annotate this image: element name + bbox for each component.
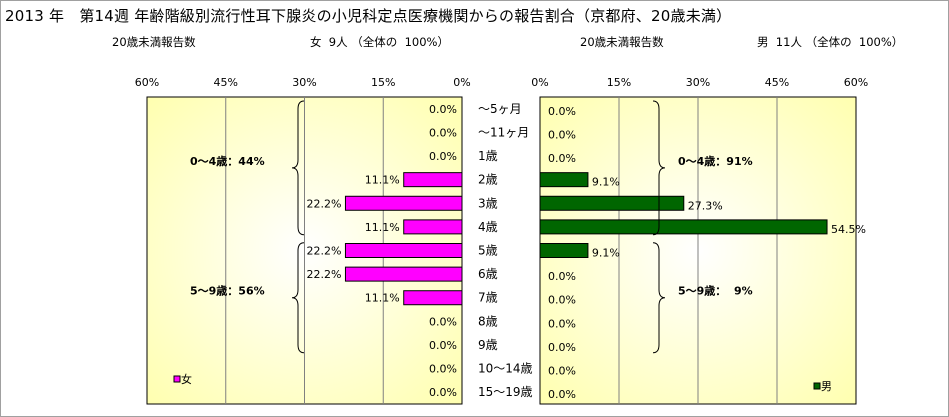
female-data-label: 0.0% [429, 339, 457, 352]
male-data-label: 9.1% [592, 176, 620, 189]
female-data-label: 0.0% [429, 103, 457, 116]
age-category-label: 8歳 [478, 314, 498, 328]
right-group-label: 5～9歳： 9% [678, 284, 753, 298]
left-group-label: 0～4歳：44% [190, 154, 265, 168]
male-data-label: 0.0% [548, 105, 576, 118]
right-axis-tick-label: 60% [844, 76, 868, 89]
female-data-label: 11.1% [365, 292, 400, 305]
age-category-label: 5歳 [478, 244, 498, 258]
male-bar [539, 243, 589, 258]
male-data-label: 0.0% [548, 128, 576, 141]
male-data-label: 0.0% [548, 317, 576, 330]
right-header-label: 20歳未満報告数 [580, 35, 664, 49]
age-category-label: 7歳 [478, 291, 498, 305]
right-axis-tick-label: 45% [765, 76, 789, 89]
right-axis-tick-label: 0% [531, 76, 548, 89]
left-axis-tick-label: 45% [214, 76, 238, 89]
female-data-label: 22.2% [306, 245, 341, 258]
left-header-summary: 女 9人 （全体の 100%） [310, 35, 449, 49]
left-group-bracket [291, 242, 305, 354]
right-axis-tick-label: 30% [686, 76, 710, 89]
female-bar [344, 243, 463, 258]
age-category-label: 2歳 [478, 173, 498, 187]
female-bar [403, 290, 463, 306]
male-data-label: 0.0% [548, 152, 576, 165]
male-data-label: 0.0% [548, 365, 576, 378]
female-data-label: 22.2% [306, 268, 341, 281]
age-category-label: 10～14歳 [478, 362, 533, 376]
age-category-label: 1歳 [478, 149, 498, 163]
age-category-label: 6歳 [478, 267, 498, 281]
female-bar [344, 266, 463, 282]
male-data-label: 0.0% [548, 270, 576, 283]
left-axis-tick-label: 15% [371, 76, 395, 89]
age-category-label: 15～19歳 [478, 385, 533, 399]
right-group-bracket [652, 100, 666, 236]
left-header-label: 20歳未満報告数 [112, 35, 196, 49]
female-bar [403, 172, 463, 188]
female-legend-label: 女 [181, 372, 192, 386]
left-axis-tick-label: 0% [453, 76, 470, 89]
male-data-label: 27.3% [688, 199, 723, 212]
male-data-label: 0.0% [548, 341, 576, 354]
female-bar [344, 195, 463, 211]
female-data-label: 0.0% [429, 126, 457, 139]
age-category-label: 9歳 [478, 338, 498, 352]
male-bar [539, 219, 828, 235]
male-legend-swatch [813, 382, 821, 390]
female-data-label: 0.0% [429, 150, 457, 163]
female-data-label: 0.0% [429, 363, 457, 376]
chart-title: 2013 年 第14週 年齢階級別流行性耳下腺炎の小児科定点医療機関からの報告割… [5, 7, 732, 25]
right-group-label: 0～4歳：91% [678, 154, 753, 168]
left-axis-tick-label: 60% [135, 76, 159, 89]
female-data-label: 11.1% [365, 221, 400, 234]
right-axis-tick-label: 15% [607, 76, 631, 89]
left-group-label: 5～9歳：56% [190, 284, 265, 298]
age-category-label: 3歳 [478, 196, 498, 210]
male-data-label: 0.0% [548, 294, 576, 307]
male-data-label: 0.0% [548, 388, 576, 401]
male-bar [539, 172, 589, 188]
left-axis-tick-label: 30% [292, 76, 316, 89]
female-bar [403, 219, 463, 235]
female-data-label: 22.2% [306, 197, 341, 210]
age-category-label: ～5ヶ月 [478, 102, 522, 116]
male-bar [539, 195, 685, 211]
age-category-label: ～11ヶ月 [478, 125, 529, 139]
right-header-summary: 男 11人 （全体の 100%） [757, 35, 904, 49]
male-data-label: 54.5% [831, 223, 866, 236]
female-legend-swatch [173, 375, 181, 383]
female-data-label: 0.0% [429, 386, 457, 399]
female-data-label: 0.0% [429, 315, 457, 328]
male-data-label: 9.1% [592, 247, 620, 260]
male-legend-label: 男 [821, 380, 832, 393]
age-category-label: 4歳 [478, 220, 498, 234]
female-data-label: 11.1% [365, 174, 400, 187]
left-group-bracket [291, 100, 305, 236]
right-group-bracket [652, 242, 666, 354]
